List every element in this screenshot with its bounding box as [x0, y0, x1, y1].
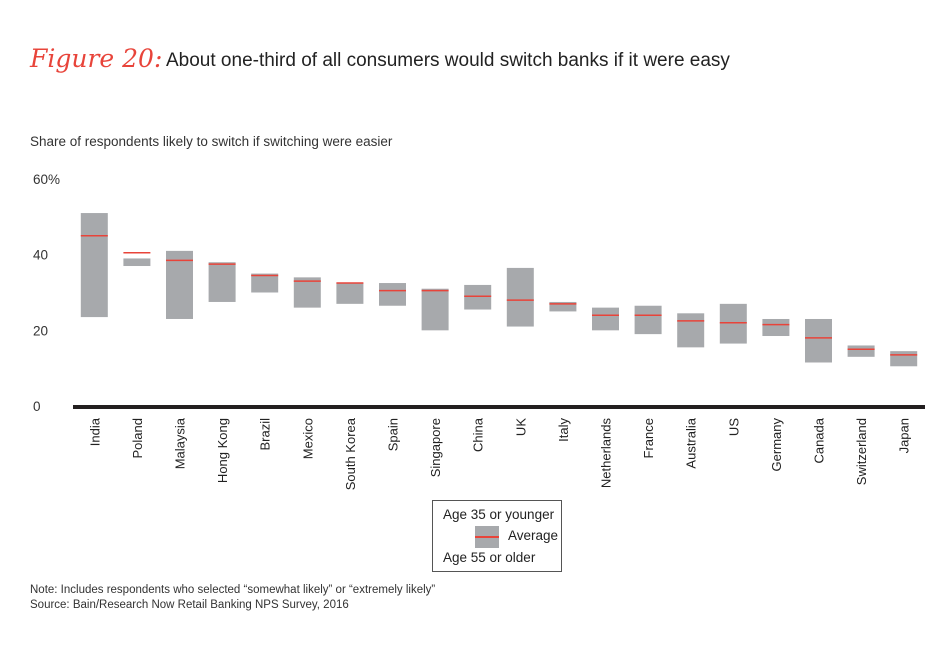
range-bar	[847, 345, 875, 357]
range-bar	[421, 288, 449, 331]
y-axis-label: Share of respondents likely to switch if…	[30, 134, 393, 149]
x-tick-label: France	[641, 418, 656, 458]
range-bar	[336, 283, 364, 304]
x-tick-label: Malaysia	[173, 417, 188, 469]
range-bar	[890, 351, 918, 367]
range-chart: 60% 40 20 0 India Poland Malaysia Hong Kong Braz…	[33, 172, 925, 490]
x-tick-label: Switzerland	[854, 418, 869, 485]
range-bar	[549, 301, 577, 312]
legend-range-swatch	[475, 526, 499, 548]
x-tick-label: Japan	[897, 418, 912, 453]
legend-top-label: Age 35 or younger	[443, 507, 555, 522]
range-bar	[379, 283, 406, 306]
x-tick-label: Poland	[130, 418, 145, 458]
range-bar	[80, 213, 108, 318]
x-tick-label: Singapore	[428, 418, 443, 477]
range-bar	[251, 273, 279, 293]
y-tick-label: 0	[33, 399, 41, 414]
range-bar	[123, 258, 151, 267]
range-bar	[677, 313, 705, 348]
y-tick-label: 60%	[33, 172, 60, 187]
range-bar	[208, 262, 236, 302]
x-tick-label: China	[471, 417, 486, 452]
x-tick-label: Spain	[386, 418, 401, 451]
legend-bottom-label: Age 55 or older	[443, 550, 536, 565]
x-tick-label: Mexico	[300, 418, 315, 459]
x-tick-label: India	[87, 417, 102, 446]
range-bar	[634, 305, 662, 335]
range-bar	[293, 277, 321, 308]
range-bar	[719, 303, 747, 344]
x-tick-label: Netherlands	[599, 418, 614, 489]
x-tick-label: Canada	[812, 417, 827, 463]
x-tick-label: Hong Kong	[215, 418, 230, 483]
x-tick-label: Brazil	[258, 418, 273, 451]
chart-legend: Age 35 or younger Average Age 55 or olde…	[432, 500, 562, 572]
legend-average-label: Average	[508, 528, 559, 543]
x-tick-label: Germany	[769, 418, 784, 472]
note-text: Note: Includes respondents who selected …	[30, 584, 436, 596]
x-tick-label: Australia	[684, 417, 699, 468]
range-bar	[166, 250, 193, 319]
figure-title: About one-third of all consumers would s…	[166, 50, 730, 71]
range-bar	[805, 318, 832, 363]
source-text: Source: Bain/Research Now Retail Banking…	[30, 599, 349, 611]
range-bar	[506, 267, 534, 327]
y-tick-label: 20	[33, 323, 48, 338]
x-tick-label: UK	[513, 418, 528, 436]
legend-average-line	[475, 536, 499, 538]
y-tick-label: 40	[33, 248, 48, 263]
figure-label: Figure 20:	[30, 44, 163, 73]
x-tick-label: Italy	[556, 418, 571, 442]
range-bar	[592, 307, 619, 331]
x-tick-label: US	[726, 418, 741, 436]
range-bar	[762, 318, 790, 337]
x-tick-label: South Korea	[343, 417, 358, 490]
footnote: Note: Includes respondents who selected …	[30, 583, 435, 613]
range-bar	[464, 284, 492, 310]
